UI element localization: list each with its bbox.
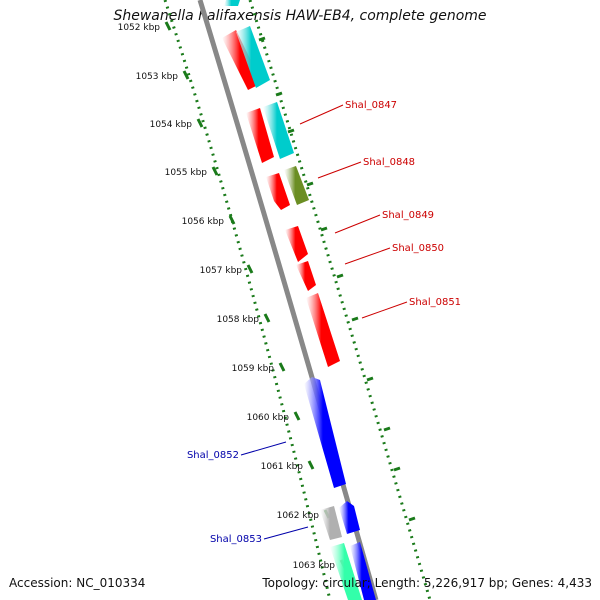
gene-label: Shal_0848 [363, 157, 415, 168]
gene-leader-line [299, 104, 344, 125]
gene-blue [339, 501, 360, 534]
major-tick [383, 426, 391, 432]
major-tick [278, 362, 286, 372]
major-tick [211, 166, 219, 176]
major-tick [320, 226, 328, 232]
major-tick [408, 516, 416, 522]
gene-blue [304, 377, 346, 488]
gene-label: Shal_0847 [345, 100, 397, 111]
kbp-label: 1056 kbp [182, 217, 225, 227]
kbp-label: 1058 kbp [217, 315, 260, 325]
gene-gray [320, 506, 342, 540]
kbp-label: 1055 kbp [165, 168, 208, 178]
kbp-label: 1057 kbp [200, 266, 243, 276]
gene-leader-line [317, 161, 362, 179]
gene-label: Shal_0851 [409, 297, 461, 308]
major-tick [263, 313, 271, 323]
tick-track-inner [248, 0, 432, 600]
kbp-label: 1063 kbp [293, 561, 336, 571]
gene-leader-line [344, 247, 391, 265]
major-tick [275, 91, 283, 97]
major-tick [307, 460, 315, 470]
gene-label: Shal_0850 [392, 243, 444, 254]
gene-label: Shal_0852 [187, 450, 239, 461]
gene-leader-line [263, 526, 309, 540]
major-tick [336, 273, 344, 279]
topology-label: Topology: circular; Length: 5,226,917 bp… [262, 576, 592, 590]
major-tick [228, 215, 236, 225]
accession-label: Accession: NC_010334 [9, 576, 146, 590]
gene-red [306, 293, 340, 367]
gene-label: Shal_0853 [210, 534, 262, 545]
kbp-label: 1053 kbp [136, 72, 179, 82]
major-tick [293, 411, 301, 421]
kbp-label: 1061 kbp [261, 462, 304, 472]
gene-leader-line [240, 441, 287, 456]
kbp-label: 1054 kbp [150, 120, 193, 130]
gene-red [266, 173, 290, 210]
major-tick [246, 264, 254, 274]
kbp-label: 1062 kbp [277, 511, 320, 521]
gene-blue [350, 542, 376, 600]
gene-leader-line [361, 301, 408, 319]
kbp-label: 1060 kbp [247, 413, 290, 423]
major-tick [196, 118, 204, 128]
major-tick [287, 128, 295, 134]
major-tick [258, 36, 266, 42]
major-tick [351, 316, 359, 322]
kbp-label: 1052 kbp [118, 23, 161, 33]
kbp-label: 1059 kbp [232, 364, 275, 374]
gene-cyan [236, 26, 270, 88]
gene-mint [330, 543, 362, 600]
major-tick [182, 70, 190, 80]
major-tick [164, 21, 172, 31]
tick-track-outer [163, 0, 332, 600]
gene-red [296, 261, 316, 291]
gene-cyan [263, 102, 294, 159]
gene-label: Shal_0849 [382, 210, 434, 221]
gene-leader-line [334, 214, 381, 234]
gene-cyan [224, 0, 240, 6]
gene-red [246, 108, 274, 163]
major-tick [366, 376, 374, 382]
gene-red [285, 226, 308, 262]
major-tick [306, 181, 314, 187]
gene-olive [284, 166, 309, 205]
major-tick [393, 466, 401, 472]
